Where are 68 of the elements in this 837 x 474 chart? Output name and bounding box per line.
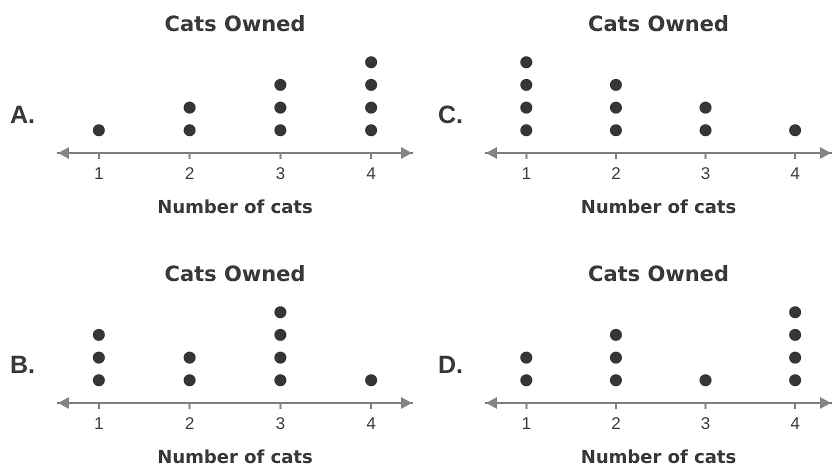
x-tick-label: 1	[522, 414, 532, 433]
point	[610, 328, 622, 341]
point	[274, 102, 286, 114]
point	[92, 374, 105, 386]
x-tick-label: 1	[94, 164, 104, 183]
point	[184, 352, 196, 364]
x-tick-label: 3	[700, 414, 710, 433]
x-tick-label: 4	[366, 164, 376, 183]
point	[789, 352, 802, 364]
point	[184, 374, 196, 386]
text: D.	[438, 350, 463, 379]
point	[700, 374, 712, 386]
point	[365, 102, 378, 114]
x-axis-title: Number of cats	[580, 196, 736, 218]
point	[610, 102, 622, 114]
point	[274, 78, 286, 91]
x-tick-label: 1	[94, 414, 104, 433]
point	[520, 102, 532, 114]
x-tick-label: 3	[700, 164, 710, 183]
x-tick-label: 3	[276, 414, 286, 433]
x-axis-title: Number of cats	[157, 196, 313, 218]
x-tick-label: 2	[184, 414, 194, 433]
point	[274, 328, 286, 341]
point	[92, 124, 105, 136]
x-tick-label: 2	[611, 164, 621, 183]
x-tick-label: 4	[366, 414, 376, 433]
point	[274, 352, 286, 364]
x-tick-label: 4	[790, 414, 800, 433]
text: A.	[10, 100, 35, 129]
point	[520, 78, 532, 91]
text: B.	[10, 350, 35, 379]
point	[92, 352, 105, 364]
point	[92, 328, 105, 341]
point	[274, 374, 286, 386]
point	[520, 56, 532, 68]
point	[610, 352, 622, 364]
point	[700, 102, 712, 114]
point	[365, 124, 378, 136]
x-tick-label: 4	[790, 164, 800, 183]
x-axis-title: Number of cats	[580, 446, 736, 468]
point	[789, 306, 802, 318]
point	[365, 56, 378, 68]
chart-title: Cats Owned	[164, 12, 306, 36]
point	[610, 124, 622, 136]
x-tick-label: 2	[184, 164, 194, 183]
x-axis-title: Number of cats	[157, 446, 313, 468]
text: C.	[438, 100, 463, 129]
point	[520, 374, 532, 386]
point	[700, 124, 712, 136]
point	[789, 124, 802, 136]
point	[184, 124, 196, 136]
x-tick-label: 2	[611, 414, 621, 433]
point	[274, 124, 286, 136]
point	[520, 352, 532, 364]
point	[520, 124, 532, 136]
chart-title: Cats Owned	[588, 12, 729, 36]
x-tick-label: 3	[276, 164, 286, 183]
chart-title: Cats Owned	[588, 262, 729, 286]
point	[365, 374, 378, 386]
point	[184, 102, 196, 114]
point	[789, 328, 802, 341]
point	[274, 306, 286, 318]
point	[610, 78, 622, 91]
point	[365, 78, 378, 91]
point	[610, 374, 622, 386]
point	[789, 374, 802, 386]
chart-title: Cats Owned	[164, 262, 306, 286]
x-tick-label: 1	[522, 164, 532, 183]
